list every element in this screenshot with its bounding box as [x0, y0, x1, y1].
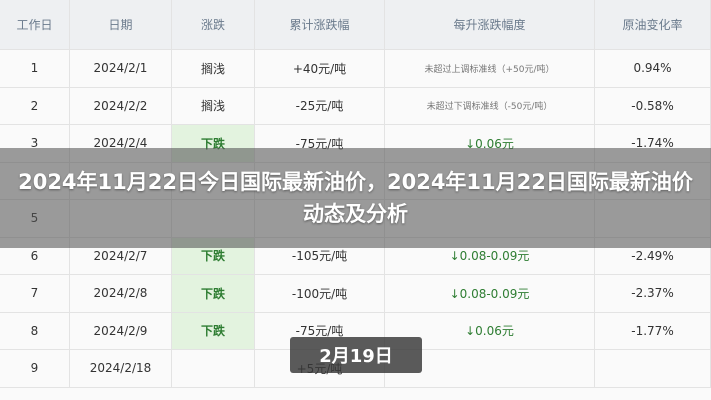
column-header: 每升涨跌幅度	[385, 0, 595, 50]
table-cell: ↓0.08-0.09元	[385, 237, 595, 275]
overlay-title: 2024年11月22日今日国际最新油价，2024年11月22日国际最新油价动态及…	[18, 170, 693, 226]
table-cell: 1	[0, 50, 70, 88]
column-header: 涨跌	[172, 0, 255, 50]
table-cell: 2	[0, 87, 70, 125]
column-header: 日期	[70, 0, 172, 50]
table-cell: ↓0.08-0.09元	[385, 275, 595, 313]
table-cell: 2024/2/1	[70, 50, 172, 88]
table-cell: 9	[0, 350, 70, 388]
column-header: 工作日	[0, 0, 70, 50]
table-cell: -1.77%	[595, 312, 711, 350]
table-cell: -105元/吨	[255, 237, 385, 275]
table-cell: -0.58%	[595, 87, 711, 125]
table-cell: 0.94%	[595, 50, 711, 88]
table-cell	[385, 350, 595, 388]
table-cell: 下跌	[172, 275, 255, 313]
column-header: 原油变化率	[595, 0, 711, 50]
table-cell: +40元/吨	[255, 50, 385, 88]
table-cell: 搁浅	[172, 50, 255, 88]
table-cell: 2024/2/9	[70, 312, 172, 350]
table-cell: ↓0.06元	[385, 312, 595, 350]
table-cell: 搁浅	[172, 87, 255, 125]
table-cell	[172, 350, 255, 388]
table-cell: 2024/2/2	[70, 87, 172, 125]
table-cell: -2.37%	[595, 275, 711, 313]
table-cell: 未超过下调标准线（-50元/吨）	[385, 87, 595, 125]
table-cell	[595, 350, 711, 388]
table-cell: 8	[0, 312, 70, 350]
table-cell: 7	[0, 275, 70, 313]
table-cell: 6	[0, 237, 70, 275]
table-cell: 下跌	[172, 312, 255, 350]
table-cell: 未超过上调标准线（+50元/吨）	[385, 50, 595, 88]
table-cell: 2024/2/8	[70, 275, 172, 313]
column-header: 累计涨跌幅	[255, 0, 385, 50]
date-badge: 2月19日	[290, 337, 422, 373]
table-cell: -25元/吨	[255, 87, 385, 125]
title-band	[0, 148, 711, 248]
table-cell: 2024/2/7	[70, 237, 172, 275]
table-cell: -100元/吨	[255, 275, 385, 313]
table-cell: 2024/2/18	[70, 350, 172, 388]
